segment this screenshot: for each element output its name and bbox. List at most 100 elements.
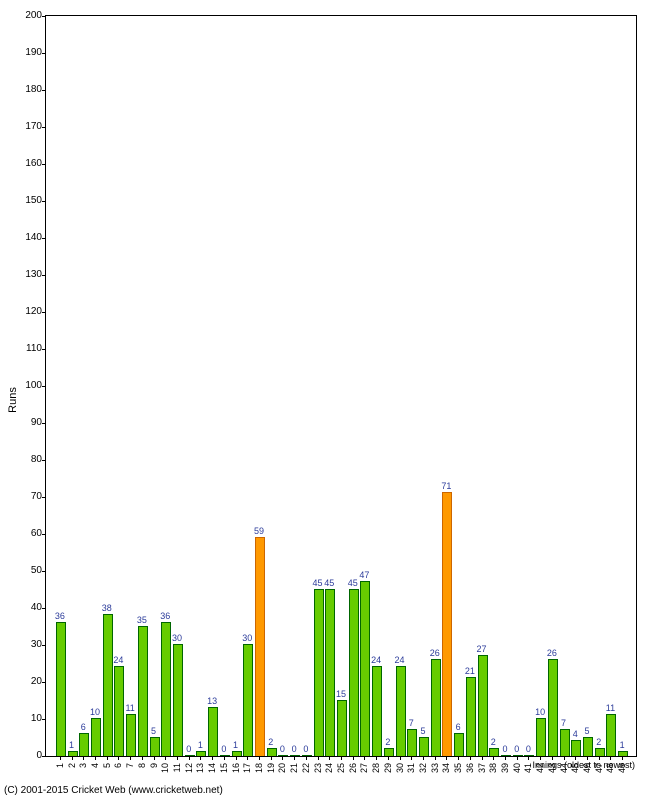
- x-tick-mark: [482, 756, 483, 760]
- x-tick-mark: [271, 756, 272, 760]
- bar-value-label: 0: [186, 744, 191, 754]
- x-tick-label: 14: [207, 763, 217, 783]
- bar-value-label: 11: [606, 703, 615, 713]
- x-tick-label: 4: [90, 763, 100, 783]
- x-tick-mark: [259, 756, 260, 760]
- bar: [243, 644, 253, 756]
- x-tick-mark: [72, 756, 73, 760]
- x-tick-label: 16: [231, 763, 241, 783]
- y-tick-mark: [42, 90, 46, 91]
- bar-value-label: 0: [292, 744, 297, 754]
- x-tick-label: 5: [102, 763, 112, 783]
- y-tick-label: 120: [16, 306, 42, 317]
- bar-value-label: 0: [221, 744, 226, 754]
- y-axis-label: Runs: [7, 387, 19, 413]
- y-tick-label: 180: [16, 84, 42, 95]
- x-tick-mark: [282, 756, 283, 760]
- bar: [454, 733, 464, 756]
- y-tick-mark: [42, 608, 46, 609]
- y-tick-label: 140: [16, 232, 42, 243]
- x-tick-label: 8: [137, 763, 147, 783]
- bar: [360, 581, 370, 756]
- y-tick-mark: [42, 127, 46, 128]
- x-tick-mark: [224, 756, 225, 760]
- y-tick-label: 50: [16, 565, 42, 576]
- bar-value-label: 45: [313, 578, 323, 588]
- y-tick-mark: [42, 349, 46, 350]
- x-tick-mark: [517, 756, 518, 760]
- bar-value-label: 38: [102, 603, 112, 613]
- bar-value-label: 1: [233, 740, 238, 750]
- x-tick-label: 30: [395, 763, 405, 783]
- bar: [267, 748, 277, 756]
- y-tick-mark: [42, 16, 46, 17]
- x-tick-label: 28: [371, 763, 381, 783]
- bar-value-label: 26: [430, 648, 440, 658]
- bar-value-label: 45: [348, 578, 358, 588]
- bar: [114, 666, 124, 756]
- x-tick-mark: [470, 756, 471, 760]
- bar-value-label: 1: [620, 740, 625, 750]
- bar: [56, 622, 66, 756]
- bar: [396, 666, 406, 756]
- bar: [372, 666, 382, 756]
- x-tick-label: 17: [242, 763, 252, 783]
- x-tick-label: 26: [348, 763, 358, 783]
- x-tick-mark: [247, 756, 248, 760]
- bar-value-label: 10: [90, 707, 100, 717]
- x-tick-mark: [353, 756, 354, 760]
- y-tick-label: 70: [16, 491, 42, 502]
- bar-value-label: 30: [242, 633, 252, 643]
- x-tick-label: 10: [160, 763, 170, 783]
- x-tick-label: 40: [512, 763, 522, 783]
- bar-value-label: 5: [584, 726, 589, 736]
- copyright-text: (C) 2001-2015 Cricket Web (www.cricketwe…: [4, 785, 223, 796]
- chart-container: 0102030405060708090100110120130140150160…: [0, 0, 650, 800]
- x-tick-label: 33: [430, 763, 440, 783]
- x-tick-mark: [165, 756, 166, 760]
- x-tick-mark: [493, 756, 494, 760]
- y-tick-mark: [42, 423, 46, 424]
- x-tick-label: 20: [277, 763, 287, 783]
- y-tick-mark: [42, 275, 46, 276]
- bar-value-label: 0: [526, 744, 531, 754]
- bar-value-label: 15: [336, 689, 346, 699]
- y-tick-mark: [42, 460, 46, 461]
- bar-value-label: 6: [81, 722, 86, 732]
- bar: [442, 492, 452, 756]
- x-tick-mark: [411, 756, 412, 760]
- x-tick-label: 21: [289, 763, 299, 783]
- x-tick-label: 36: [465, 763, 475, 783]
- bar-value-label: 26: [547, 648, 557, 658]
- x-tick-mark: [364, 756, 365, 760]
- bar-value-label: 36: [55, 611, 65, 621]
- bar: [560, 729, 570, 756]
- y-tick-mark: [42, 238, 46, 239]
- x-tick-label: 15: [219, 763, 229, 783]
- bar-value-label: 5: [151, 726, 156, 736]
- x-tick-label: 19: [266, 763, 276, 783]
- x-tick-mark: [189, 756, 190, 760]
- bar-value-label: 24: [113, 655, 123, 665]
- bar: [161, 622, 171, 756]
- x-tick-label: 29: [383, 763, 393, 783]
- x-tick-label: 2: [67, 763, 77, 783]
- x-tick-mark: [236, 756, 237, 760]
- bar-value-label: 27: [477, 644, 487, 654]
- x-tick-mark: [154, 756, 155, 760]
- x-tick-mark: [446, 756, 447, 760]
- x-tick-label: 37: [477, 763, 487, 783]
- x-tick-label: 38: [488, 763, 498, 783]
- bar-value-label: 2: [596, 737, 601, 747]
- x-axis-label: Innings (oldest to newest): [532, 760, 635, 770]
- bar: [407, 729, 417, 756]
- bar-value-label: 11: [125, 703, 134, 713]
- x-tick-label: 18: [254, 763, 264, 783]
- x-tick-mark: [400, 756, 401, 760]
- x-tick-label: 11: [172, 763, 182, 783]
- y-tick-mark: [42, 534, 46, 535]
- bar: [325, 589, 335, 757]
- bar-value-label: 6: [456, 722, 461, 732]
- x-tick-mark: [83, 756, 84, 760]
- y-tick-label: 100: [16, 380, 42, 391]
